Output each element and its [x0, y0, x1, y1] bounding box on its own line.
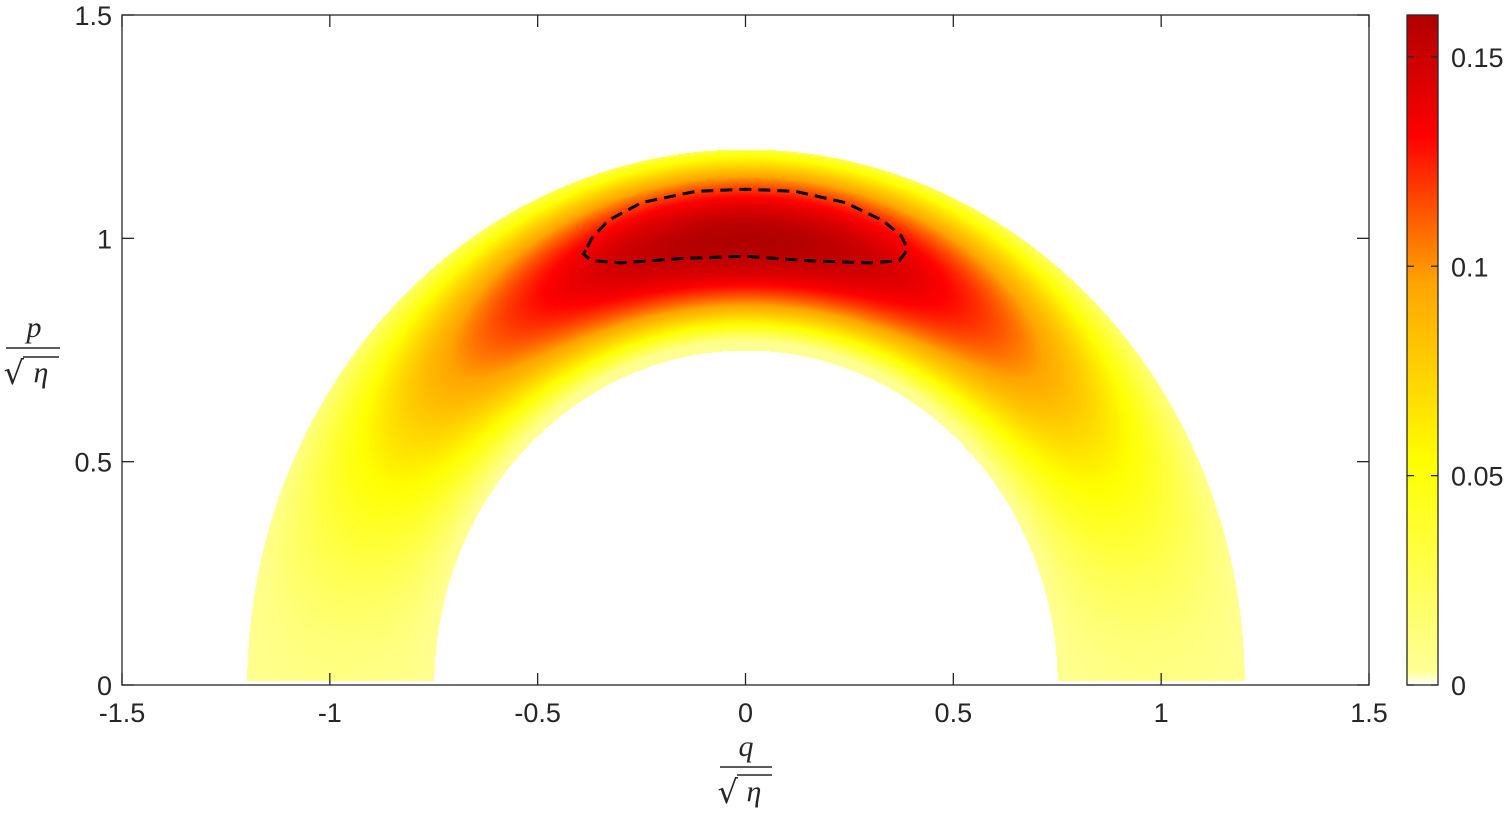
y-axis-label-numerator: p	[25, 311, 42, 344]
colorbar-border	[1406, 14, 1439, 686]
y-axis: 0 0.5 1 1.5	[74, 1, 1369, 701]
y-axis-label-eta: η	[34, 356, 49, 389]
colorbar-tick-label: 0.1	[1451, 252, 1489, 282]
y-axis-label: p √ η	[4, 311, 60, 392]
y-axis-label-sqrt: √	[4, 354, 25, 392]
y-tick-label: 0	[97, 671, 112, 701]
x-tick-label: 0	[738, 698, 753, 728]
colorbar-ticks: 0 0.05 0.1 0.15	[1407, 43, 1504, 701]
x-axis-label-eta: η	[747, 775, 762, 808]
x-tick-label: 1.5	[1350, 698, 1388, 728]
heatmap-image	[122, 15, 1369, 685]
y-tick-label: 1	[97, 224, 112, 254]
colorbar-tick-label: 0.15	[1451, 43, 1504, 73]
x-axis-label: q √ η	[718, 730, 772, 811]
y-tick-label: 1.5	[74, 1, 112, 31]
x-tick-label: 1	[1154, 698, 1169, 728]
colorbar-gradient	[1407, 15, 1438, 685]
x-tick-label: -1.5	[99, 698, 146, 728]
x-axis-label-sqrt: √	[718, 773, 739, 811]
x-tick-label: -0.5	[514, 698, 561, 728]
heatmap-area	[122, 15, 1369, 685]
x-axis-label-numerator: q	[739, 730, 754, 763]
x-axis: -1.5 -1 -0.5 0 0.5 1 1.5	[99, 15, 1388, 728]
colorbar-tick-label: 0	[1451, 671, 1466, 701]
colorbar-tick-label: 0.05	[1451, 462, 1504, 492]
y-tick-label: 0.5	[74, 448, 112, 478]
x-tick-label: 0.5	[935, 698, 973, 728]
colorbar: 0 0.05 0.1 0.15	[1406, 14, 1504, 701]
x-tick-label: -1	[318, 698, 342, 728]
contour-line	[581, 187, 910, 265]
